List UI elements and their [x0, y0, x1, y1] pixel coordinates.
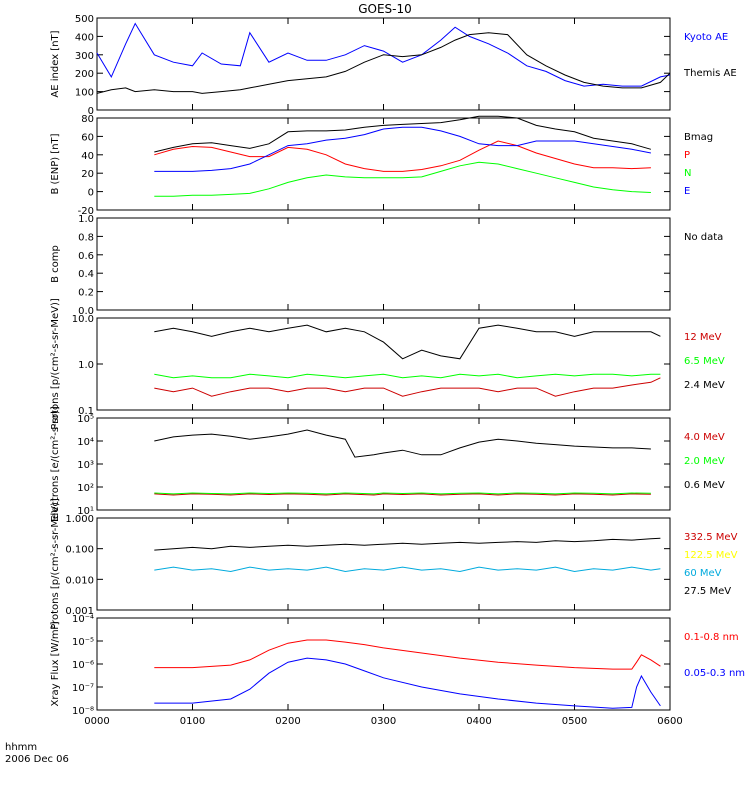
legend-label: 332.5 MeV	[684, 532, 738, 543]
series-line	[154, 493, 651, 496]
legend-label: 4.0 MeV	[684, 432, 725, 443]
y-tick-label: 0.4	[78, 269, 94, 280]
y-tick-label: 0.8	[78, 232, 94, 243]
y-axis-label: AE index [nT]	[50, 30, 61, 97]
y-tick-label: 10⁻⁴	[72, 614, 94, 625]
legend-label: N	[684, 168, 691, 179]
legend-label: 2.4 MeV	[684, 380, 725, 391]
x-tick-label: 0300	[371, 716, 396, 727]
legend-label: 2.0 MeV	[684, 456, 725, 467]
y-tick-label: 10³	[77, 460, 94, 471]
legend-label: Themis AE	[683, 68, 737, 79]
y-tick-label: 10⁻⁸	[72, 706, 94, 717]
legend-label: 0.1-0.8 nm	[684, 632, 739, 643]
y-axis-label: Protons [p/(cm²-s-sr-MeV)]	[50, 298, 61, 430]
x-tick-label: 0600	[657, 716, 682, 727]
y-tick-label: 500	[75, 14, 94, 25]
y-tick-label: 0.010	[65, 575, 94, 586]
y-tick-label: 60	[81, 132, 94, 143]
y-tick-label: 0	[88, 188, 94, 199]
date-label: 2006 Dec 06	[5, 754, 69, 765]
y-tick-label: 0.6	[78, 251, 94, 262]
y-axis-label: Electrons [e/(cm²-s-sr)]	[50, 406, 61, 522]
y-tick-label: 40	[81, 151, 94, 162]
y-tick-label: 10⁻⁷	[72, 683, 94, 694]
y-tick-label: -20	[78, 206, 94, 217]
y-tick-label: 400	[75, 32, 94, 43]
time-axis-label: hhmm	[5, 742, 37, 753]
series-line	[154, 324, 661, 360]
y-tick-label: 0.001	[65, 606, 94, 617]
y-tick-label: 1.0	[78, 214, 94, 225]
panel-frame	[96, 617, 671, 711]
y-tick-label: 10¹	[77, 506, 94, 517]
series-line	[154, 115, 652, 153]
legend-label: Bmag	[684, 132, 713, 143]
series-line	[154, 126, 651, 172]
y-tick-label: 10⁴	[77, 437, 94, 448]
legend-label: 6.5 MeV	[684, 356, 725, 367]
series-line	[154, 140, 651, 172]
legend-label: 60 MeV	[684, 568, 722, 579]
y-axis-label: Protons [p/(cm²-s-sr-MeV)]	[50, 498, 61, 630]
series-line	[154, 492, 651, 495]
y-tick-label: 0.1	[78, 406, 94, 417]
legend-label: 0.6 MeV	[684, 480, 725, 491]
y-tick-label: 0	[88, 106, 94, 117]
y-tick-label: 1.0	[78, 360, 94, 371]
x-tick-label: 0200	[275, 716, 300, 727]
y-tick-label: 0.2	[78, 288, 94, 299]
x-tick-label: 0400	[466, 716, 491, 727]
panel-frame	[96, 417, 671, 511]
series-line	[154, 373, 661, 379]
y-axis-label: B (ENP) [nT]	[50, 133, 61, 194]
series-line	[154, 161, 651, 197]
panel-frame	[96, 517, 671, 611]
y-tick-label: 10⁻⁵	[72, 637, 94, 648]
y-tick-label: 10²	[77, 483, 94, 494]
y-tick-label: 20	[81, 169, 94, 180]
panel-frame	[96, 217, 671, 311]
legend-label: No data	[684, 232, 723, 243]
panel-frame	[96, 317, 671, 411]
series-line	[154, 377, 661, 397]
y-tick-label: 200	[75, 69, 94, 80]
y-tick-label: 0.100	[65, 545, 94, 556]
y-tick-label: 0.0	[78, 306, 94, 317]
series-line	[96, 22, 671, 87]
legend-label: 122.5 MeV	[684, 550, 738, 561]
legend-label: P	[684, 150, 690, 161]
x-tick-label: 0000	[84, 716, 109, 727]
x-tick-label: 0100	[180, 716, 205, 727]
y-tick-label: 80	[81, 114, 94, 125]
legend-label: 0.05-0.3 nm	[684, 668, 745, 679]
series-line	[154, 429, 651, 458]
y-tick-label: 10⁵	[77, 414, 94, 425]
y-tick-label: 1.000	[65, 514, 94, 525]
legend-label: 27.5 MeV	[684, 586, 731, 597]
y-axis-label: Xray Flux [W/m²]	[50, 621, 61, 706]
x-tick-label: 0500	[562, 716, 587, 727]
y-axis-label: B comp	[50, 245, 61, 283]
y-tick-label: 10⁻⁶	[72, 660, 94, 671]
series-line	[154, 639, 661, 670]
legend-label: 12 MeV	[684, 332, 722, 343]
y-tick-label: 100	[75, 88, 94, 99]
series-line	[154, 537, 661, 551]
series-line	[154, 566, 661, 573]
series-line	[96, 32, 671, 94]
y-tick-label: 300	[75, 51, 94, 62]
y-tick-label: 10.0	[72, 314, 94, 325]
legend-label: Kyoto AE	[684, 32, 728, 43]
chart-title: GOES-10	[358, 2, 412, 16]
legend-label: E	[684, 186, 690, 197]
series-line	[154, 657, 661, 709]
